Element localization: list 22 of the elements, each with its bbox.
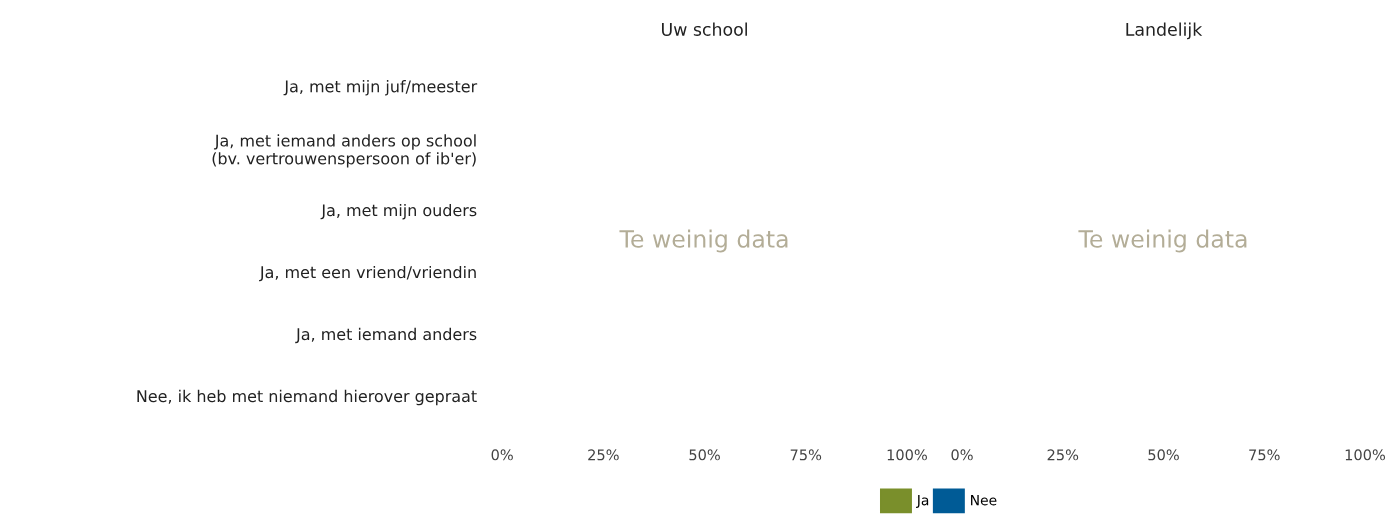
x-tick-label: 50% [1148,449,1179,461]
chart-title: Uw school [662,22,747,36]
y-tick-label: Ja, met iemand anders op school (bv. vertrouwenspersoon of ib'er) [212,134,476,168]
legend-label: Ja [916,495,929,508]
y-tick-label: Ja, met mijn ouders [320,203,477,220]
x-tick-label: 75% [1249,449,1280,461]
x-tick-label: 75% [790,449,822,461]
x-tick-label: 100% [1345,449,1386,461]
y-tick-label: Nee, ik heb met niemand hierover gepraat [137,389,477,406]
y-tick-label: Ja, met iemand anders [295,327,477,344]
y-tick-label: Ja, met mijn juf/meester [283,80,478,96]
annotation: Te weinig data [619,229,788,253]
x-tick-label: 25% [588,449,619,461]
legend-label: Nee [971,495,997,506]
x-tick-label: 0% [491,449,513,461]
x-tick-label: 0% [951,449,973,461]
x-tick-label: 50% [689,449,720,461]
y-tick-label: Ja, met een vriend/vriendin [259,265,476,282]
annotation: Te weinig data [1078,229,1247,253]
x-tick-label: 25% [1047,449,1079,461]
x-tick-label: 100% [887,449,927,461]
chart-title: Landelijk [1126,22,1203,40]
